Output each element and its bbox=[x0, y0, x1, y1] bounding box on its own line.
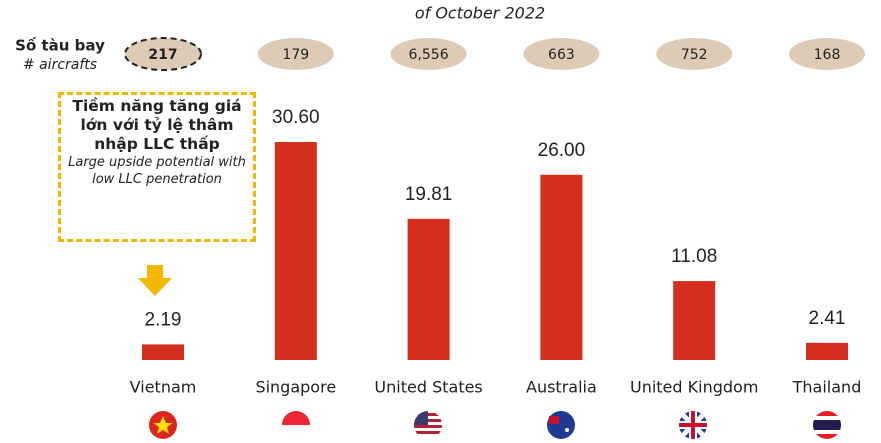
value-label: 30.60 bbox=[272, 107, 320, 128]
aircraft-count: 217 bbox=[148, 47, 177, 63]
bar bbox=[806, 342, 848, 360]
value-label: 26.00 bbox=[538, 140, 586, 161]
value-label: 19.81 bbox=[405, 184, 453, 205]
flags bbox=[149, 411, 841, 439]
aircraft-count: 6,556 bbox=[409, 47, 449, 63]
aircraft-badge bbox=[257, 38, 334, 70]
x-tick-label: Vietnam bbox=[130, 378, 197, 397]
arrow bbox=[138, 265, 172, 296]
value-label: 11.08 bbox=[671, 246, 717, 267]
bar bbox=[540, 174, 583, 360]
aircraft-sublabel: # aircrafts bbox=[23, 57, 97, 73]
value-label: 2.41 bbox=[809, 308, 846, 329]
x-tick-label: United Kingdom bbox=[630, 378, 758, 397]
aircraft-count: 179 bbox=[282, 47, 309, 63]
aircraft-count: 752 bbox=[681, 47, 708, 63]
value-label: 2.19 bbox=[145, 309, 182, 330]
annotation-box: Tiềm năng tăng giá lớn với tỷ lệ thâm nh… bbox=[58, 92, 256, 242]
aircraft-badge bbox=[789, 38, 865, 70]
x-tick-label: Australia bbox=[526, 378, 597, 397]
aircraft-count: 168 bbox=[814, 47, 841, 63]
bar bbox=[142, 344, 184, 360]
annotation-text: Tiềm năng tăng giá lớn với tỷ lệ thâm nh… bbox=[72, 97, 242, 153]
x-tick-label: Singapore bbox=[255, 378, 336, 397]
aircraft-count: 663 bbox=[548, 47, 575, 63]
aircraft-badge bbox=[523, 38, 600, 70]
chart-title: of October 2022 bbox=[415, 4, 545, 23]
aircraft-badge bbox=[656, 38, 733, 70]
aircraft-label: Số tàu bay bbox=[15, 36, 105, 55]
bar bbox=[274, 142, 317, 360]
aircraft-badge bbox=[390, 38, 467, 70]
bar bbox=[673, 281, 716, 360]
bar bbox=[407, 218, 450, 360]
annotation-subtext: Large upside potential with low LLC pene… bbox=[68, 155, 246, 187]
x-tick-label: Thailand bbox=[792, 378, 862, 397]
x-tick-label: United States bbox=[374, 378, 482, 397]
aircraft-badge bbox=[124, 37, 202, 71]
